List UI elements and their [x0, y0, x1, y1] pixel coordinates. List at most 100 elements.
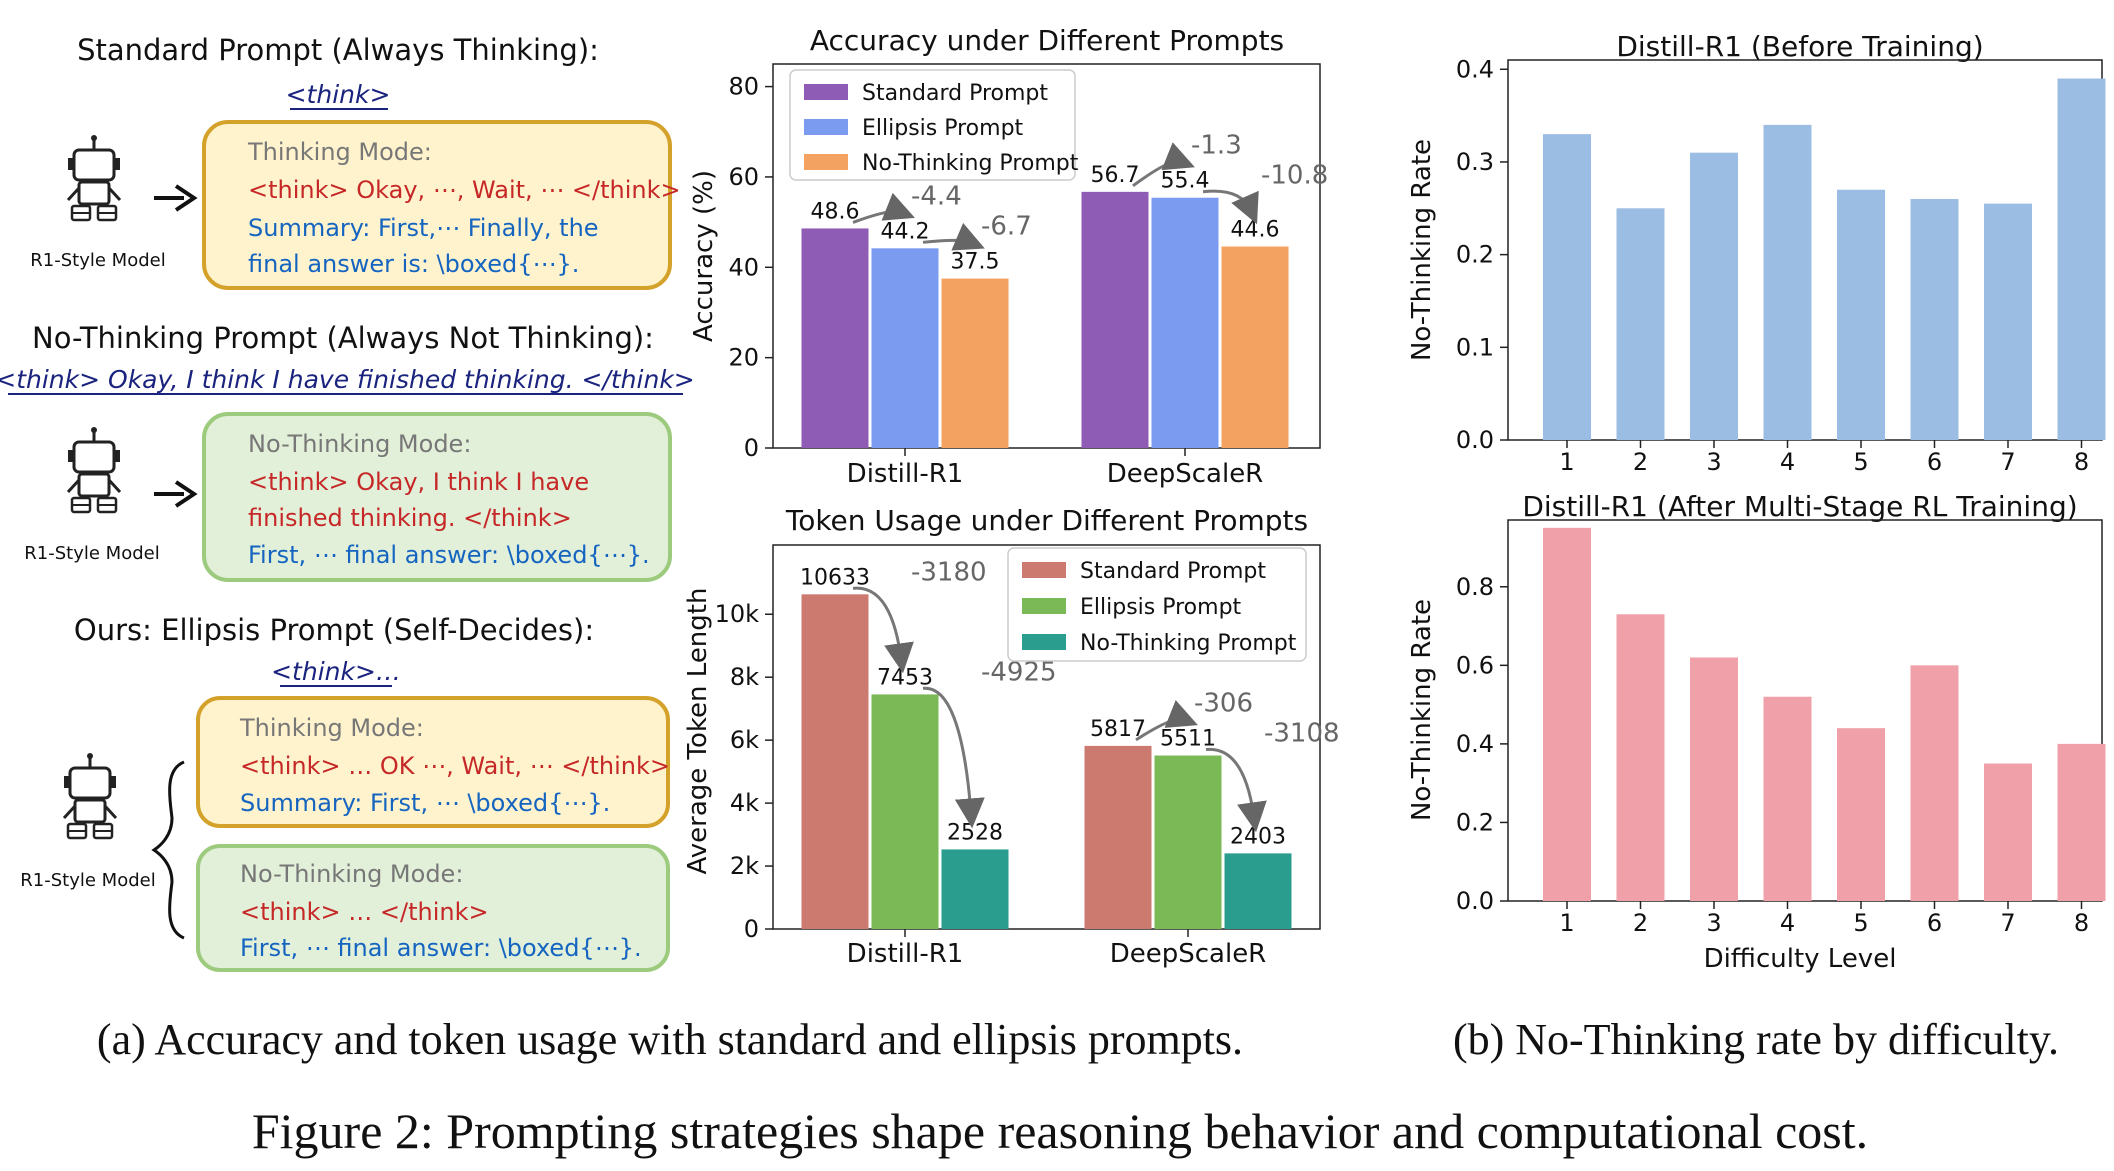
bar	[871, 694, 939, 929]
y-tick-label: 10k	[715, 600, 760, 628]
delta-label: -4.4	[911, 181, 962, 211]
bar	[1690, 152, 1738, 440]
box-title: No-Thinking Mode:	[240, 860, 463, 888]
delta-label: -10.8	[1261, 161, 1328, 191]
delta-label: -306	[1194, 689, 1253, 719]
y-tick-label: 0	[744, 434, 759, 462]
bar	[1910, 665, 1959, 901]
y-tick-label: 0	[744, 915, 759, 943]
chart-title: Accuracy under Different Prompts	[810, 24, 1284, 57]
x-tick-label: 5	[1853, 909, 1868, 937]
bar	[1154, 755, 1222, 929]
bar	[1221, 246, 1289, 448]
legend-label: Standard Prompt	[1080, 559, 1266, 584]
legend-swatch	[804, 84, 848, 100]
bar	[1763, 124, 1812, 440]
x-tick-label: 1	[1559, 909, 1574, 937]
x-tick-label: 4	[1780, 448, 1795, 476]
robot-icon	[62, 751, 118, 840]
box-title: Thinking Mode:	[239, 714, 424, 742]
y-axis-label: No-Thinking Rate	[1407, 139, 1437, 361]
data-label: 44.6	[1231, 218, 1280, 243]
x-tick-label: 7	[2000, 448, 2015, 476]
bar	[1543, 527, 1591, 901]
box-title: Thinking Mode:	[247, 138, 432, 166]
x-tick-label: 3	[1706, 909, 1721, 937]
bar	[1763, 696, 1812, 901]
chart-title: Distill-R1 (Before Training)	[1616, 30, 1983, 63]
legend-swatch	[1022, 598, 1066, 614]
nothink-tag: <think> Okay, I think I have finished th…	[0, 365, 695, 394]
arrow-right-icon	[154, 480, 198, 508]
data-label: 10633	[800, 565, 870, 590]
bar	[801, 228, 869, 448]
bar	[1616, 614, 1665, 901]
accuracy-chart: Accuracy under Different Prompts Accuracy…	[689, 24, 1328, 489]
chart-title: Token Usage under Different Prompts	[785, 504, 1308, 537]
nothinking-mode-box	[196, 844, 670, 972]
bar	[1616, 208, 1665, 440]
delta-label: -3108	[1264, 719, 1340, 749]
token-usage-chart: Token Usage under Different Prompts Avera…	[683, 504, 1340, 969]
y-axis-label: Accuracy (%)	[689, 170, 719, 342]
standard-heading: Standard Prompt (Always Thinking):	[77, 33, 599, 67]
y-tick-label: 8k	[730, 663, 759, 691]
robot-label: R1-Style Model	[30, 250, 165, 271]
bar	[1081, 191, 1149, 448]
delta-label: -1.3	[1191, 131, 1242, 161]
box-title: No-Thinking Mode:	[248, 430, 471, 458]
bar	[2057, 743, 2106, 901]
caption-b: (b) No-Thinking rate by difficulty.	[1453, 1015, 2059, 1064]
bar	[801, 594, 869, 929]
bar	[871, 248, 939, 448]
bar	[1837, 728, 1885, 901]
data-label: 37.5	[951, 250, 1000, 275]
bar	[1984, 763, 2032, 901]
y-tick-label: 40	[728, 253, 759, 281]
before-training-chart: Distill-R1 (Before Training) No-Thinking …	[1407, 30, 2106, 476]
legend-label: Ellipsis Prompt	[862, 116, 1024, 141]
delta-label: -3180	[911, 557, 987, 587]
bar	[941, 278, 1009, 448]
delta-arrow	[1132, 142, 1195, 188]
robot-icon	[66, 133, 122, 222]
plot-frame	[772, 63, 1321, 449]
nothinking-mode-box	[202, 412, 672, 582]
box-line: First, ⋯ final answer: \boxed{⋯}.	[240, 934, 642, 962]
legend-box	[789, 69, 1076, 181]
bar	[941, 849, 1009, 929]
legend-label: No-Thinking Prompt	[862, 151, 1079, 176]
y-tick-label: 2k	[730, 852, 759, 880]
ours-heading: Ours: Ellipsis Prompt (Self-Decides):	[74, 613, 594, 647]
delta-label: -6.7	[981, 211, 1032, 241]
y-tick-label: 0.2	[1456, 241, 1494, 269]
left-panel: Standard Prompt (Always Thinking): <thin…	[0, 33, 695, 972]
y-tick-label: 0.4	[1456, 55, 1494, 83]
legend-swatch	[804, 119, 848, 135]
data-label: 2528	[947, 820, 1003, 845]
x-tick-label: DeepScaleR	[1107, 459, 1264, 489]
box-line: <think> … OK ⋯, Wait, ⋯ </think>	[240, 752, 670, 780]
robot-icon	[66, 425, 122, 514]
nothink-heading: No-Thinking Prompt (Always Not Thinking)…	[32, 321, 654, 355]
robot-label: R1-Style Model	[20, 870, 155, 891]
data-label: 56.7	[1091, 163, 1140, 188]
legend-box	[1007, 547, 1307, 662]
bar	[2057, 78, 2106, 440]
figure-caption: Figure 2: Prompting strategies shape rea…	[252, 1103, 1868, 1159]
caption-a: (a) Accuracy and token usage with standa…	[97, 1015, 1243, 1064]
x-tick-label: Distill-R1	[847, 459, 964, 489]
standard-tag: <think>	[286, 80, 391, 109]
x-tick-label: 6	[1927, 909, 1942, 937]
x-tick-label: 5	[1853, 448, 1868, 476]
after-training-chart: Distill-R1 (After Multi-Stage RL Trainin…	[1407, 490, 2106, 974]
y-tick-label: 0.0	[1456, 426, 1494, 454]
thinking-mode-box	[202, 120, 672, 290]
x-tick-label: 2	[1633, 909, 1648, 937]
chart-title: Distill-R1 (After Multi-Stage RL Trainin…	[1522, 490, 2077, 523]
data-label: 2403	[1230, 824, 1286, 849]
legend-swatch	[1022, 634, 1066, 650]
legend-label: Ellipsis Prompt	[1080, 595, 1242, 620]
x-tick-label: 3	[1706, 448, 1721, 476]
